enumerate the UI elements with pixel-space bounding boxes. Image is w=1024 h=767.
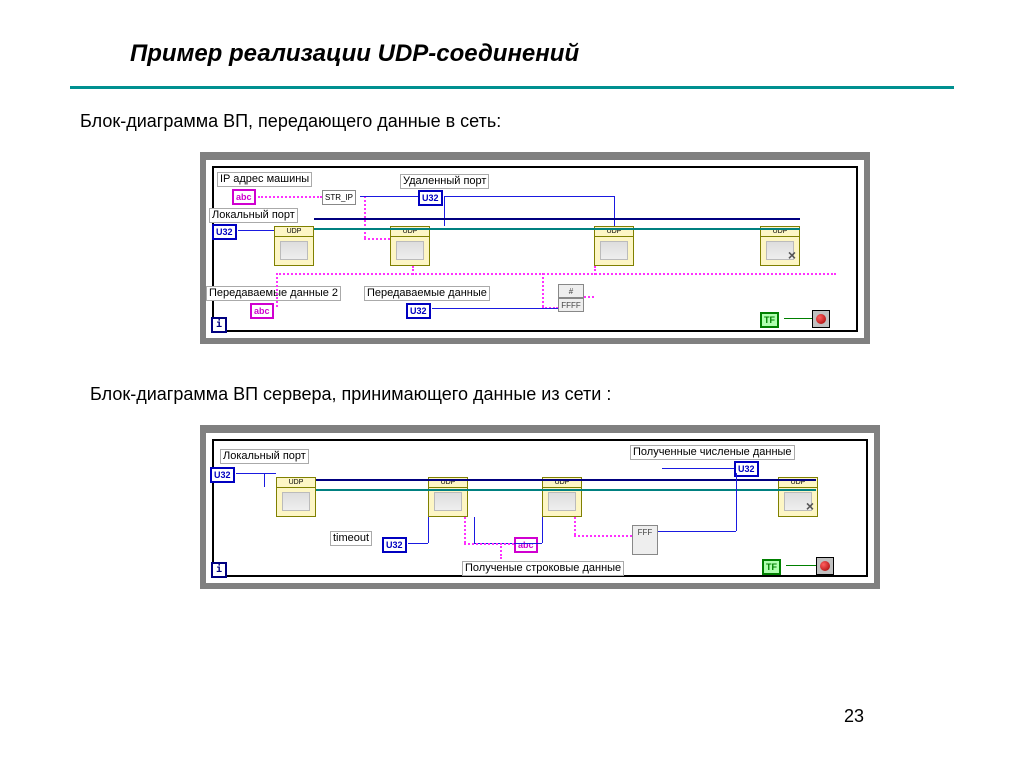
vi-udp-write-1: UDP [390,226,430,266]
label-local-port-2: Локальный порт [220,449,309,464]
page-number: 23 [844,706,864,727]
vi-header: UDP [275,227,313,237]
label-remote-port: Удаленный порт [400,174,489,189]
title-rule [70,86,954,89]
label-rx-str: Полученые строковые данные [462,561,624,576]
while-loop: i Локальный порт timeout Полученные числ… [212,439,868,577]
terminal-abc-rxstr: abc [514,537,538,553]
label-timeout: timeout [330,531,372,546]
terminal-u32-txdata: U32 [406,303,431,319]
label-tx-data-2: Передаваемые данные 2 [206,286,341,301]
terminal-u32-local-port: U32 [212,224,237,240]
stop-button[interactable] [812,310,830,328]
loop-index-terminal: i [211,317,227,333]
format-node-text: FFFF [558,298,584,312]
str-ip-node: STR_IP [322,190,356,205]
caption-1: Блок-диаграмма ВП, передающего данные в … [80,111,954,132]
vi-udp-close: UDP × [760,226,800,266]
diagram-receiver: i Локальный порт timeout Полученные числ… [200,425,880,589]
format-node: # [558,284,584,298]
terminal-u32-rxnum: U32 [734,461,759,477]
terminal-u32-local-port-2: U32 [210,467,235,483]
terminal-u32-timeout: U32 [382,537,407,553]
vi-udp-read-1: UDP [428,477,468,517]
vi-udp-close-2: UDP× [778,477,818,517]
diagram-sender: i IP адрес машины Локальный порт Удаленн… [200,152,870,344]
terminal-abc-txdata2: abc [250,303,274,319]
label-rx-num: Полученные численые данные [630,445,795,460]
label-tx-data: Передаваемые данные [364,286,490,301]
vi-udp-write-2: UDP [594,226,634,266]
label-ip-address: IP адрес машины [217,172,312,187]
stop-button-2[interactable] [816,557,834,575]
caption-2: Блок-диаграмма ВП сервера, принимающего … [90,384,954,405]
terminal-u32-remote-port: U32 [418,190,443,206]
terminal-abc-ip: abc [232,189,256,205]
parse-node: FFF [632,525,658,555]
vi-udp-open-2: UDP [276,477,316,517]
vi-udp-open: UDP [274,226,314,266]
vi-header: UDP [277,478,315,488]
loop-index-terminal: i [211,562,227,578]
terminal-tf-2: TF [762,559,781,575]
page-title: Пример реализации UDP-соединений [130,40,954,68]
while-loop: i IP адрес машины Локальный порт Удаленн… [212,166,858,332]
vi-udp-read-2: UDP [542,477,582,517]
label-local-port: Локальный порт [209,208,298,223]
terminal-tf: TF [760,312,779,328]
